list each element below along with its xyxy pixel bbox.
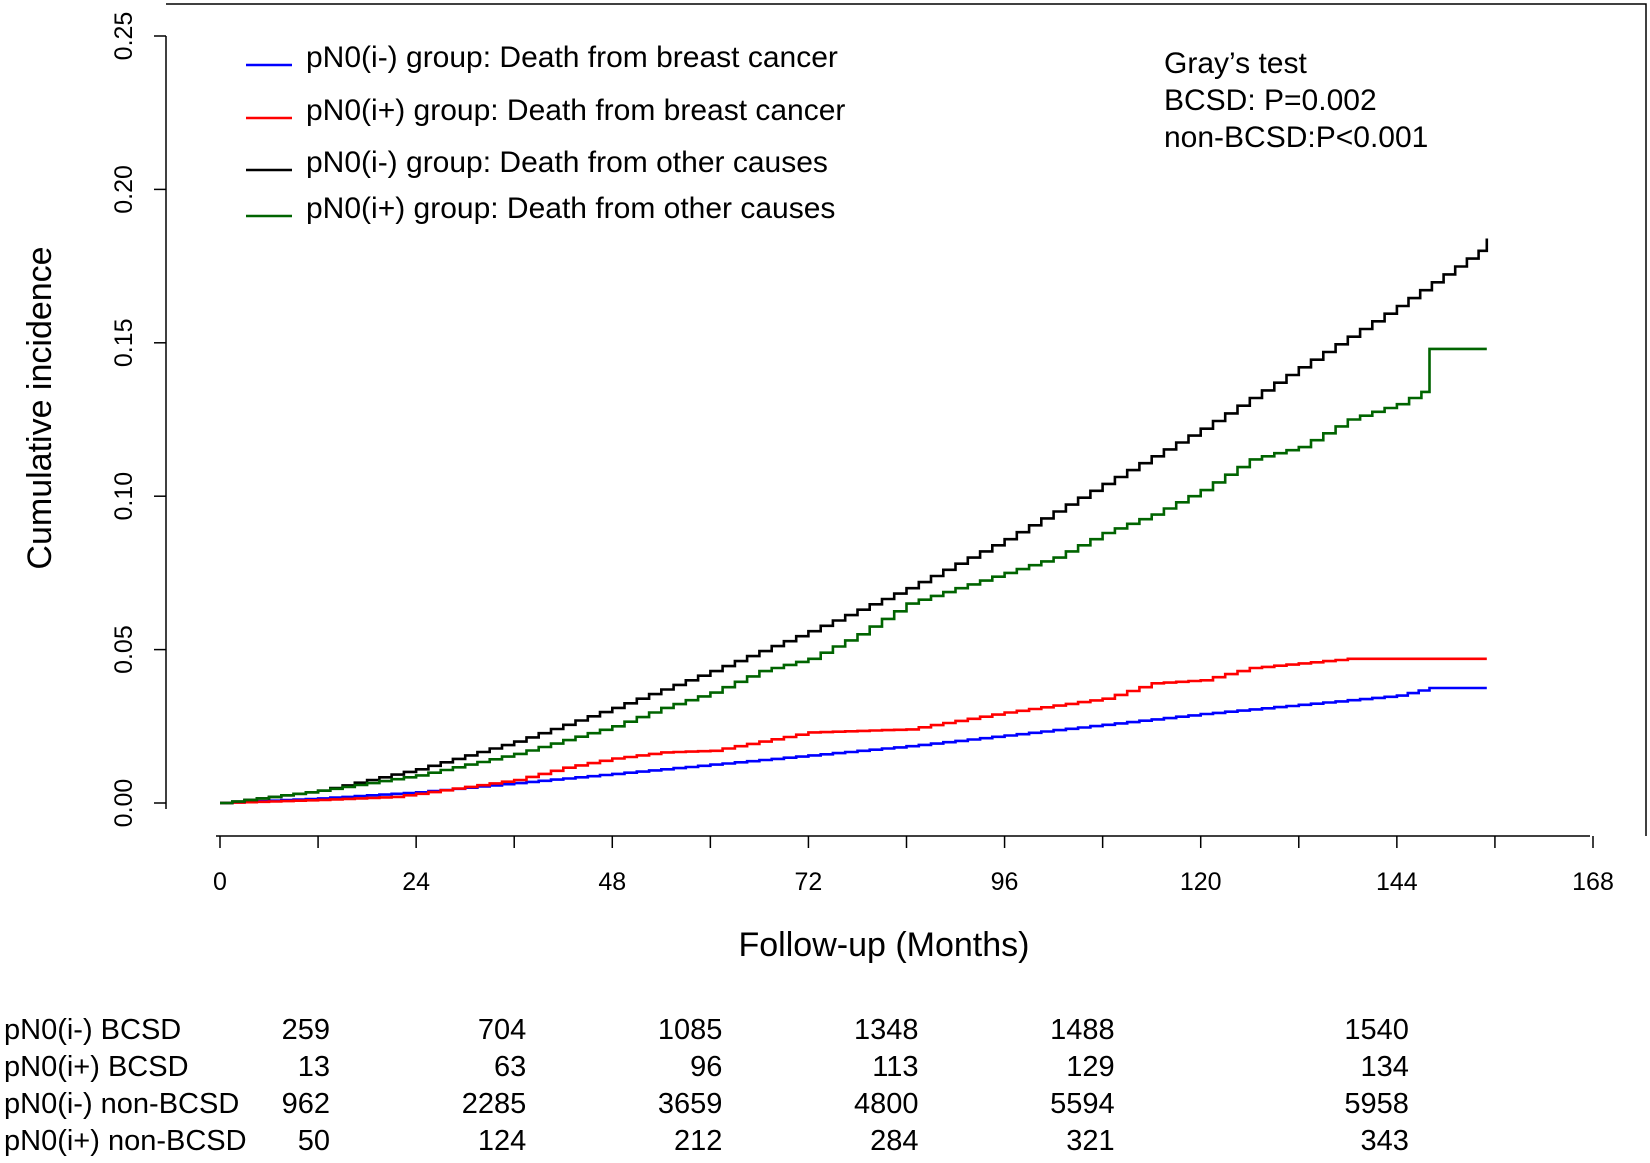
risk-cell: 5958	[1344, 1088, 1409, 1120]
y-tick-label: 0.10	[110, 472, 138, 521]
risk-cell: 2285	[462, 1088, 527, 1120]
risk-cell: 343	[1360, 1125, 1408, 1157]
x-tick-label: 168	[1572, 868, 1614, 896]
risk-cell: 962	[282, 1088, 330, 1120]
number-at-risk-table: pN0(i-) BCSD 259 704 1085 1348 1488 1540 pN0(i+…	[4, 1014, 1409, 1157]
series-line-1	[220, 686, 1487, 805]
risk-cell: 129	[1066, 1051, 1114, 1083]
risk-cell: 1085	[658, 1014, 723, 1046]
risk-cell: 5594	[1050, 1088, 1115, 1120]
series-lines	[220, 238, 1489, 805]
y-tick-label: 0.15	[110, 318, 138, 367]
legend: pN0(i-) group: Death from breast cancer p…	[246, 41, 845, 225]
x-tick-label: 120	[1180, 868, 1222, 896]
risk-cell: 284	[870, 1125, 918, 1157]
series-line-2	[220, 657, 1487, 805]
risk-cell: 113	[872, 1051, 918, 1083]
risk-row-label: pN0(i+) non-BCSD	[4, 1125, 247, 1157]
risk-cell: 124	[478, 1125, 526, 1157]
series-line-4	[220, 347, 1487, 805]
risk-cell: 1488	[1050, 1014, 1115, 1046]
series-line-3	[220, 238, 1489, 805]
y-tick-label: 0.25	[110, 12, 138, 61]
plot-frame	[166, 3, 1647, 836]
x-tick-label: 72	[795, 868, 823, 896]
risk-cell: 704	[478, 1014, 526, 1046]
risk-row-label: pN0(i+) BCSD	[4, 1051, 189, 1083]
legend-label-3: pN0(i-) group: Death from other causes	[306, 146, 828, 179]
risk-cell: 1540	[1344, 1014, 1409, 1046]
risk-cell: 1348	[854, 1014, 919, 1046]
x-tick-label: 48	[598, 868, 626, 896]
risk-cell: 50	[298, 1125, 330, 1157]
risk-cell: 4800	[854, 1088, 919, 1120]
risk-cell: 96	[690, 1051, 722, 1083]
risk-cell: 13	[298, 1051, 330, 1083]
y-tick-label: 0.20	[110, 165, 138, 214]
legend-label-1: pN0(i-) group: Death from breast cancer	[306, 41, 838, 74]
y-axis-ticks: 0.00 0.05 0.10 0.15 0.20 0.25	[110, 12, 166, 828]
risk-cell: 259	[282, 1014, 330, 1046]
x-axis-title: Follow-up (Months)	[739, 926, 1030, 964]
x-tick-label: 24	[402, 868, 430, 896]
risk-cell: 134	[1360, 1051, 1408, 1083]
risk-cell: 3659	[658, 1088, 723, 1120]
risk-cell: 321	[1066, 1125, 1114, 1157]
risk-row-label: pN0(i-) BCSD	[4, 1014, 181, 1046]
risk-row-label: pN0(i-) non-BCSD	[4, 1088, 239, 1120]
x-tick-label: 0	[213, 868, 227, 896]
x-tick-label: 96	[991, 868, 1019, 896]
y-tick-label: 0.00	[110, 779, 138, 828]
grays-test-title: Gray’s test	[1164, 47, 1307, 80]
risk-cell: 212	[674, 1125, 722, 1157]
x-tick-label: 144	[1376, 868, 1418, 896]
x-axis-ticks: 0 24 48 72 96 120 144 168	[213, 836, 1614, 896]
y-axis-title: Cumulative incidence	[21, 246, 59, 569]
legend-label-4: pN0(i+) group: Death from other causes	[306, 192, 835, 225]
bcsd-p-value: BCSD: P=0.002	[1164, 84, 1377, 117]
y-tick-label: 0.05	[110, 625, 138, 674]
risk-cell: 63	[494, 1051, 526, 1083]
non-bcsd-p-value: non-BCSD:P<0.001	[1164, 121, 1428, 154]
legend-label-2: pN0(i+) group: Death from breast cancer	[306, 94, 845, 127]
